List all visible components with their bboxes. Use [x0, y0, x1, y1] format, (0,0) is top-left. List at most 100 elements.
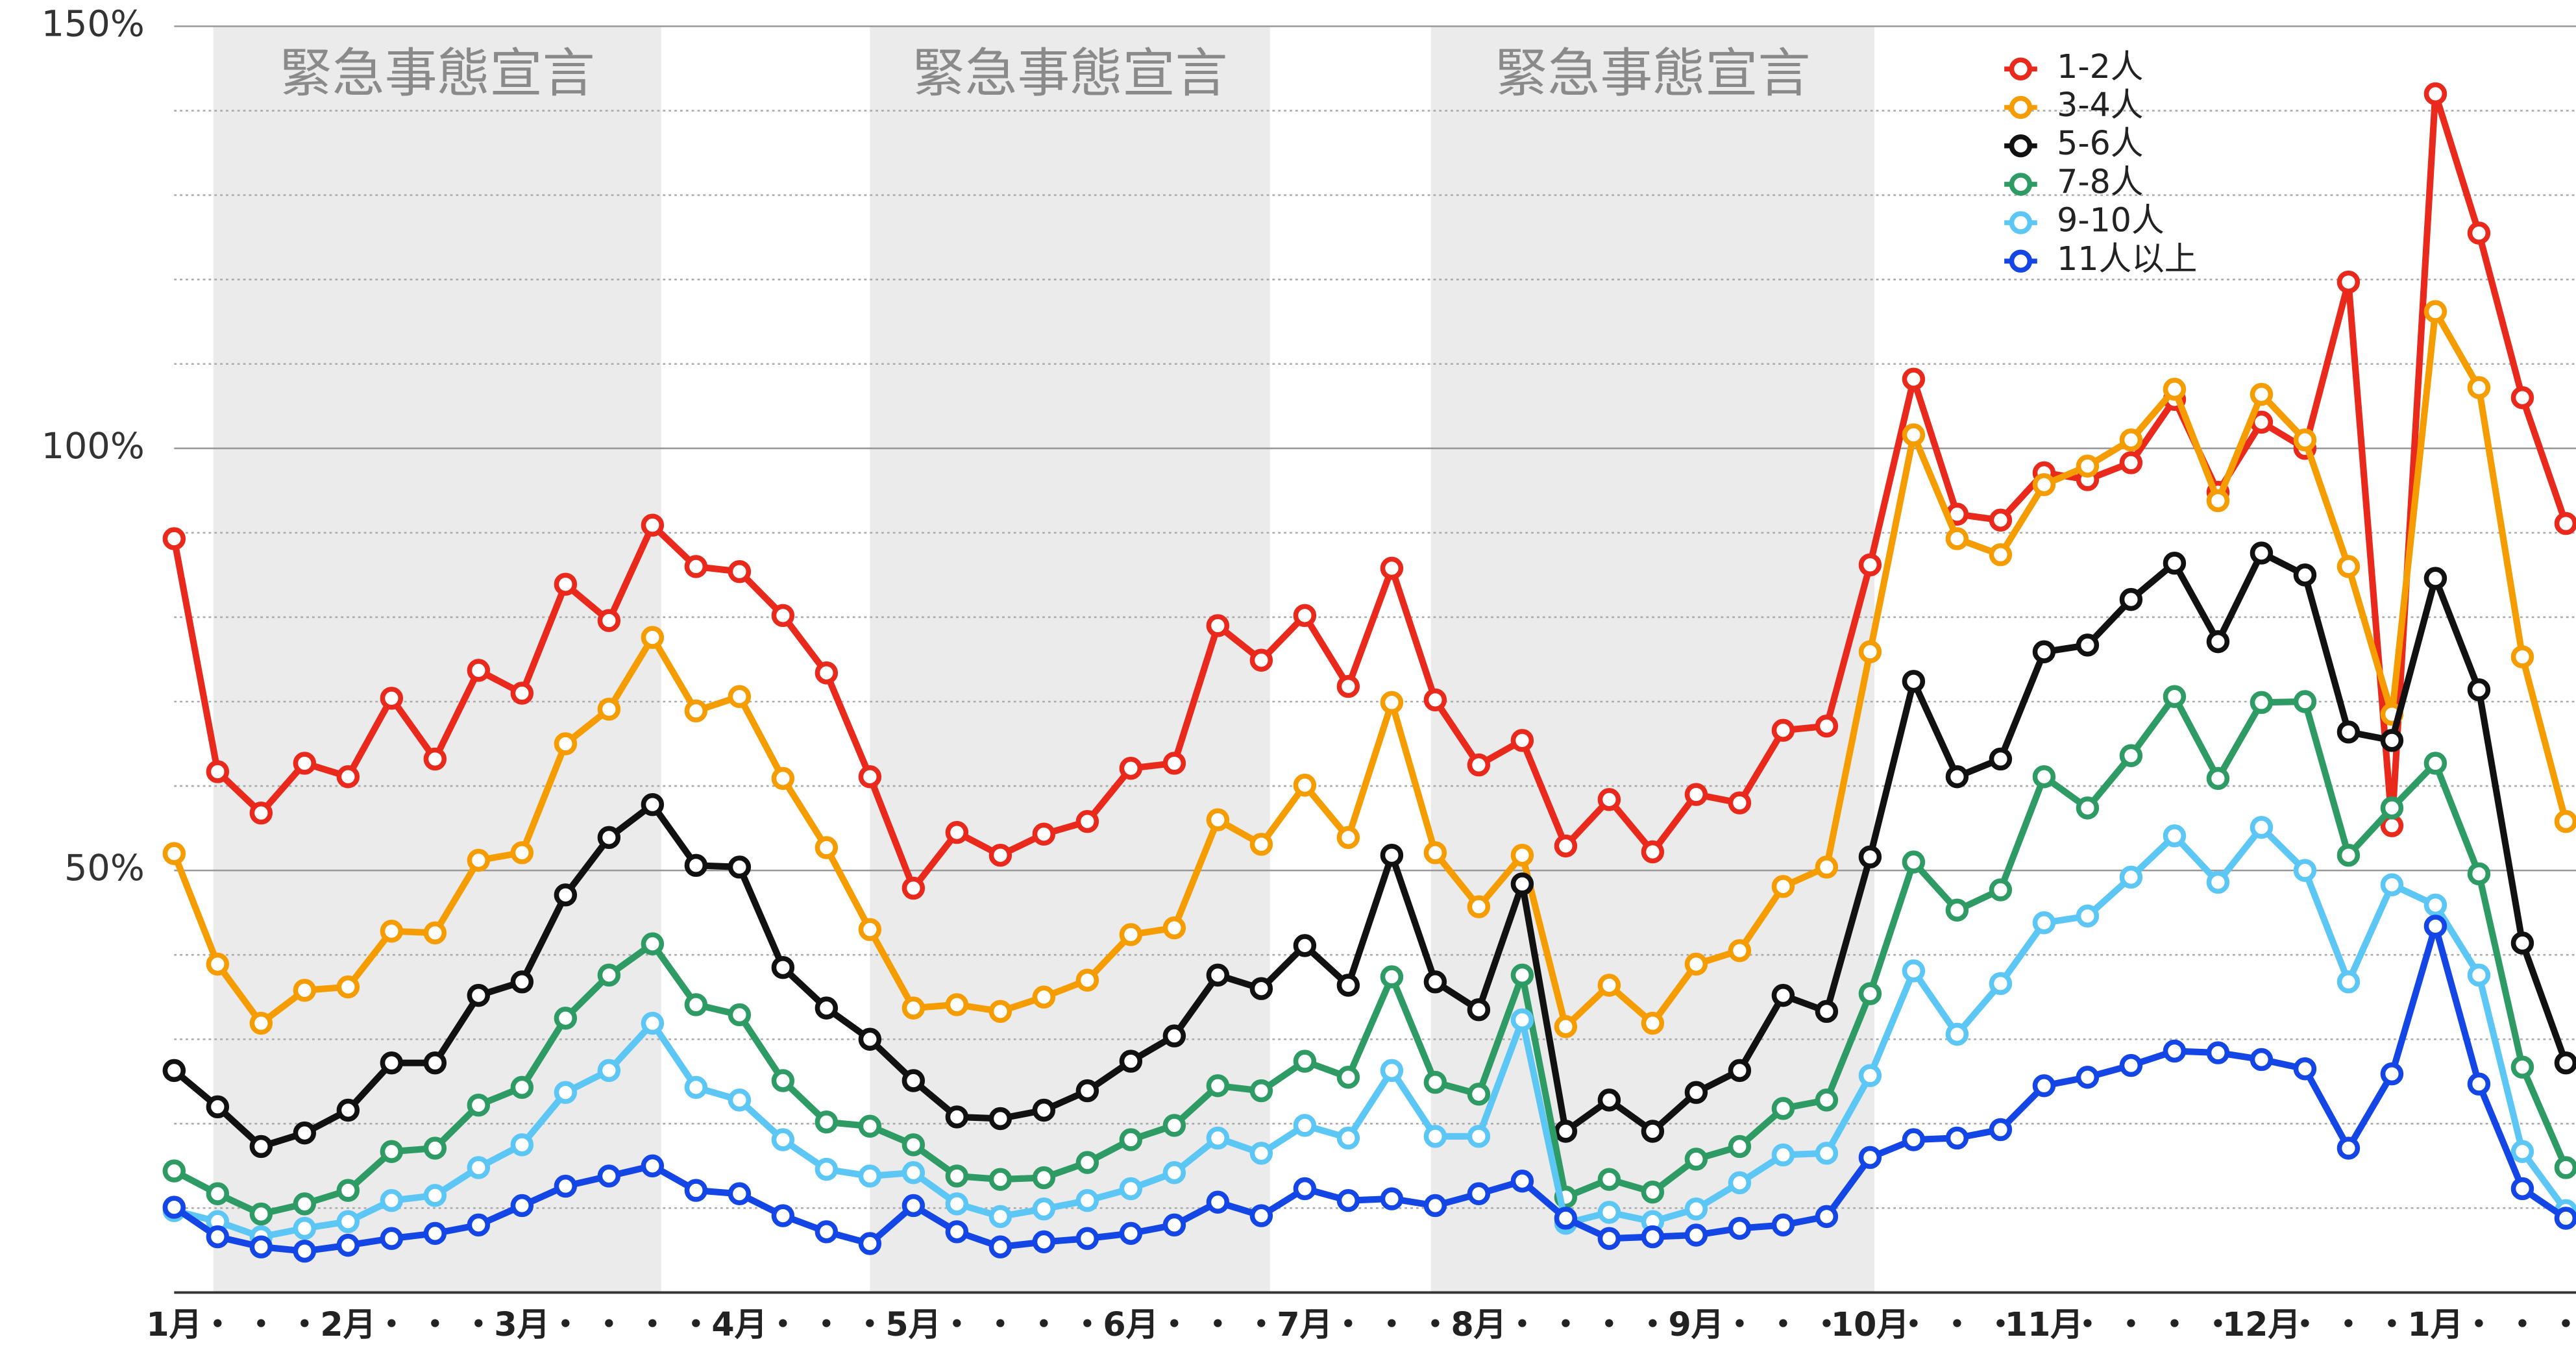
data-point — [1597, 1168, 1621, 1191]
x-tick-label: ・ — [984, 1305, 1017, 1344]
data-point — [1989, 1118, 2013, 1142]
data-point — [2554, 1207, 2576, 1230]
data-point — [858, 1164, 882, 1188]
data-point — [2163, 824, 2187, 848]
data-point — [1119, 1177, 1143, 1201]
x-tick-label: ・ — [201, 1305, 234, 1344]
x-tick-label: 12月 — [2222, 1305, 2301, 1344]
emergency-span — [1430, 26, 1875, 1293]
x-tick-label: ・ — [2506, 1305, 2539, 1344]
data-point — [2510, 386, 2534, 410]
data-point — [249, 1202, 273, 1226]
data-point — [1771, 1213, 1795, 1237]
data-point — [249, 1235, 273, 1258]
data-point — [771, 1204, 795, 1227]
x-tick-label: ・ — [2549, 1305, 2576, 1344]
data-point — [1467, 1125, 1491, 1148]
x-tick-label: ・ — [2115, 1305, 2148, 1344]
x-tick-label: 6月 — [1103, 1305, 1159, 1344]
x-tick-label: ・ — [2375, 1305, 2409, 1344]
data-point — [858, 765, 882, 789]
x-tick-label: ・ — [1897, 1305, 1930, 1344]
x-tick-label: ・ — [1071, 1305, 1104, 1344]
x-tick-label: ・ — [1158, 1305, 1191, 1344]
data-point — [2119, 744, 2143, 767]
data-point — [815, 836, 839, 859]
x-tick-label: ・ — [1549, 1305, 1582, 1344]
data-point — [2337, 1136, 2361, 1160]
x-tick-label: ・ — [2071, 1305, 2104, 1344]
x-tick-label: 2月 — [320, 1305, 376, 1344]
data-point — [554, 1174, 578, 1198]
data-point — [1249, 1204, 1273, 1227]
data-point — [684, 1179, 708, 1202]
data-point — [641, 626, 665, 649]
legend-marker — [2009, 95, 2033, 119]
data-point — [1815, 855, 1839, 879]
data-point — [2250, 1048, 2274, 1072]
data-point — [771, 1069, 795, 1092]
data-point — [1728, 1216, 1752, 1240]
data-point — [902, 1133, 926, 1157]
x-tick-label: ・ — [1375, 1305, 1408, 1344]
x-tick-label: 1月 — [2408, 1305, 2464, 1344]
legend-label: 5-6人 — [2057, 124, 2143, 162]
data-point — [1684, 1148, 1708, 1171]
data-point — [1554, 1015, 1578, 1038]
data-point — [641, 1154, 665, 1178]
legend-label: 1-2人 — [2057, 47, 2143, 86]
data-point — [2119, 451, 2143, 474]
data-point — [1945, 898, 1969, 922]
x-tick-label: ・ — [462, 1305, 495, 1344]
x-tick-label: ・ — [1027, 1305, 1061, 1344]
data-point — [902, 996, 926, 1020]
data-point — [380, 1227, 404, 1250]
x-tick-label: ・ — [636, 1305, 669, 1344]
x-tick-label: ・ — [1593, 1305, 1626, 1344]
data-point — [902, 1194, 926, 1218]
y-tick-label: 150% — [42, 3, 145, 45]
data-point — [2510, 1140, 2534, 1163]
x-tick-label: 4月 — [711, 1305, 767, 1344]
data-point — [1293, 1177, 1317, 1201]
x-tick-label: ・ — [593, 1305, 626, 1344]
data-point — [2380, 796, 2404, 820]
data-point — [1771, 718, 1795, 742]
data-point — [1423, 1125, 1447, 1148]
legend-marker — [2009, 249, 2033, 273]
data-point — [815, 1157, 839, 1181]
data-point — [1684, 952, 1708, 976]
data-point — [1336, 1066, 1360, 1089]
data-point — [1815, 1088, 1839, 1112]
data-point — [1423, 1070, 1447, 1094]
data-point — [206, 1225, 230, 1249]
x-tick-label: ・ — [767, 1305, 800, 1344]
data-point — [1423, 970, 1447, 994]
x-tick-label: 8月 — [1451, 1305, 1506, 1344]
span-label: 緊急事態宣言 — [1495, 43, 1810, 104]
data-point — [1293, 604, 1317, 628]
data-point — [1119, 1128, 1143, 1151]
data-point — [162, 1059, 186, 1083]
data-point — [1467, 753, 1491, 777]
data-point — [858, 918, 882, 941]
data-point — [1771, 983, 1795, 1007]
data-point — [945, 1192, 969, 1216]
data-point — [641, 1011, 665, 1035]
data-point — [2163, 378, 2187, 401]
data-point — [1293, 1114, 1317, 1137]
x-tick-label: 9月 — [1668, 1305, 1724, 1344]
data-point — [1728, 1059, 1752, 1083]
data-point — [2554, 809, 2576, 833]
data-point — [684, 853, 708, 878]
data-point — [1902, 850, 1926, 874]
data-point — [684, 1075, 708, 1099]
data-point — [1728, 1135, 1752, 1159]
data-point — [1380, 1187, 1404, 1210]
x-tick-label: ・ — [940, 1305, 974, 1344]
x-tick-label: 1月 — [146, 1305, 202, 1344]
data-point — [1380, 843, 1404, 867]
data-point — [1554, 1207, 1578, 1230]
data-point — [728, 855, 752, 879]
data-point — [945, 1220, 969, 1244]
